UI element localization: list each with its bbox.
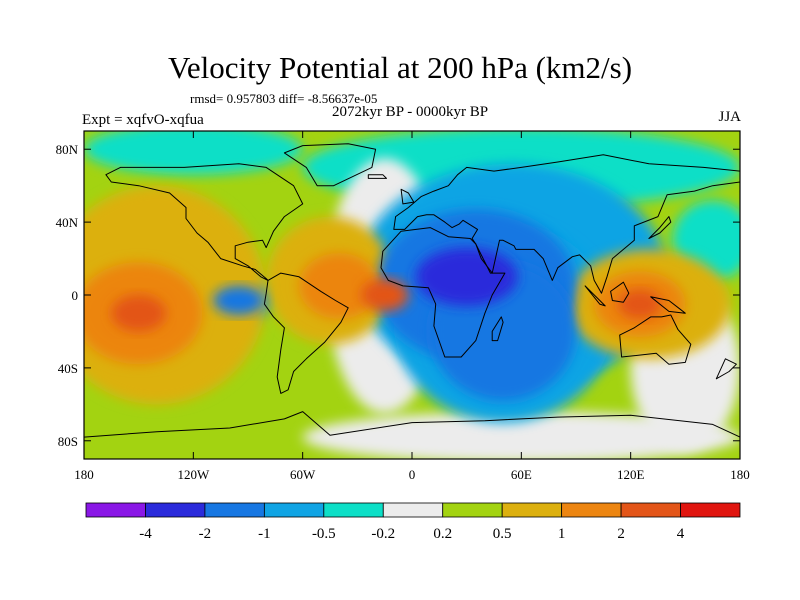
colorbar-label: 1 — [558, 526, 566, 542]
stats-text: rmsd= 0.957803 diff= -8.56637e-05 — [190, 91, 378, 106]
coastline-south-america — [263, 272, 349, 394]
colorbar-swatch — [501, 502, 563, 518]
field-contour — [415, 247, 518, 306]
coastline-great-britain — [400, 188, 415, 205]
x-axis: 180 120W 60W 0 60E 120E 180 — [74, 131, 750, 482]
y-tick-label: 80S — [58, 434, 78, 449]
period-label: 2072kyr BP - 0000kyr BP — [331, 104, 489, 120]
colorbar: -4 -2 -1 -0.5 -0.2 0.2 0.5 1 2 4 — [85, 502, 741, 542]
coastline-australia — [619, 314, 692, 365]
colorbar-swatch — [382, 502, 444, 518]
chart-title: Velocity Potential at 200 hPa (km2/s) — [167, 50, 633, 85]
colorbar-swatch — [85, 502, 146, 518]
colorbar-label: 0.5 — [493, 526, 512, 542]
field-contour — [302, 411, 740, 459]
y-tick-label: 40S — [58, 361, 78, 376]
colorbar-swatch — [680, 502, 741, 518]
x-tick-label: 60W — [290, 467, 316, 482]
field-layer — [84, 131, 740, 459]
x-tick-label: 0 — [409, 467, 416, 482]
colorbar-label: -0.5 — [312, 526, 336, 542]
colorbar-swatch — [442, 502, 503, 518]
y-axis: 80N 40N 0 40S 80S — [56, 142, 740, 449]
coastline-layer — [84, 143, 740, 438]
x-tick-label: 120W — [177, 467, 210, 482]
x-tick-label: 180 — [730, 467, 750, 482]
field-contour — [111, 295, 166, 332]
x-tick-label: 180 — [74, 467, 94, 482]
season-label: JJA — [718, 109, 741, 125]
y-tick-label: 40N — [56, 215, 79, 230]
colorbar-label: -1 — [258, 526, 271, 542]
coastline-africa — [380, 227, 506, 358]
field-group — [84, 131, 740, 459]
colorbar-label: -2 — [199, 526, 212, 542]
coastline-greenland — [283, 143, 377, 187]
coastline-eurasia — [393, 154, 740, 294]
coastline-antarctica — [84, 411, 740, 438]
coastline-madagascar — [491, 316, 504, 342]
coastline-new-zealand — [715, 358, 737, 380]
colorbar-swatch — [145, 502, 206, 518]
x-tick-label: 60E — [511, 467, 532, 482]
experiment-label: Expt = xqfvO-xqfua — [82, 112, 204, 128]
y-tick-label: 0 — [72, 288, 79, 303]
field-contour — [299, 253, 380, 319]
colorbar-swatch — [620, 502, 681, 518]
field-contour — [84, 131, 303, 175]
y-tick-label: 80N — [56, 142, 79, 157]
colorbar-label: 4 — [677, 526, 685, 542]
field-contour — [360, 278, 409, 312]
colorbar-swatch — [323, 502, 384, 518]
field-contour — [617, 289, 662, 319]
colorbar-label: -0.2 — [371, 526, 395, 542]
coastline-new-guinea — [650, 296, 686, 314]
colorbar-label: 0.2 — [433, 526, 452, 542]
coastline-borneo — [610, 281, 630, 303]
coastline-iceland — [367, 174, 387, 179]
coastline-north-america — [105, 163, 304, 281]
colorbar-swatch — [561, 502, 622, 518]
colorbar-label: 2 — [617, 526, 625, 542]
colorbar-swatch — [204, 502, 265, 518]
field-contour — [213, 285, 265, 316]
coastline-japan — [648, 216, 672, 239]
colorbar-label: -4 — [139, 526, 152, 542]
x-tick-label: 120E — [617, 467, 645, 482]
coastline-sumatra — [584, 285, 606, 307]
colorbar-swatch — [263, 502, 325, 518]
